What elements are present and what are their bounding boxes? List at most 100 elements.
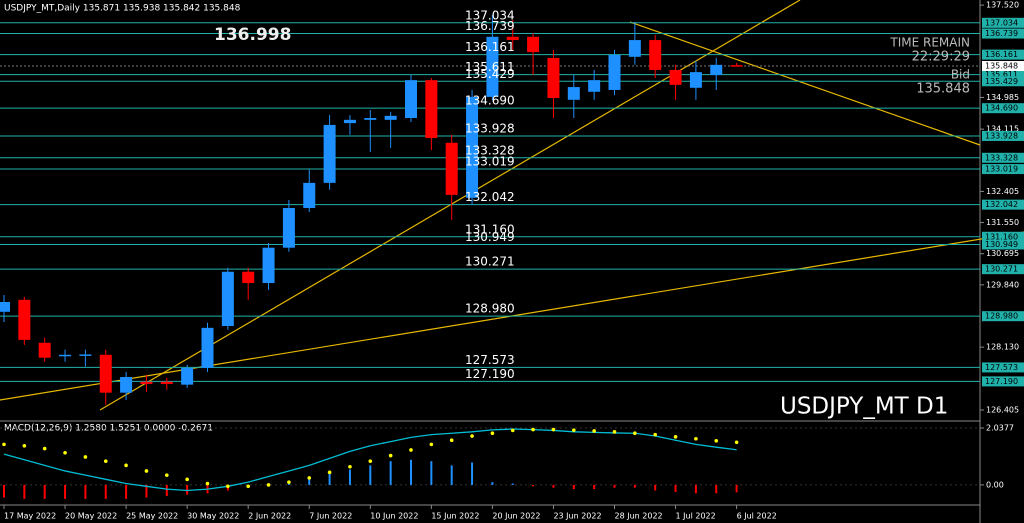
- macd-signal-dot: [165, 473, 169, 477]
- level-axis-label: 128.980: [985, 312, 1018, 321]
- level-label: 133.019: [465, 155, 515, 169]
- macd-signal-dot: [592, 429, 596, 433]
- x-tick-label: 20 Jun 2022: [492, 512, 540, 521]
- candle-body: [242, 271, 255, 284]
- candle-body: [79, 354, 92, 356]
- macd-signal-dot: [124, 463, 128, 468]
- candle-body: [486, 36, 499, 97]
- x-tick-label: 20 May 2022: [65, 512, 117, 521]
- level-label: 135.611: [465, 60, 515, 74]
- level-label: 134.690: [465, 94, 515, 108]
- level-axis-label: 135.429: [985, 77, 1018, 86]
- level-label: 137.034: [465, 8, 515, 22]
- macd-signal-dot: [551, 427, 556, 432]
- candle-body: [628, 40, 641, 57]
- x-tick-label: 17 May 2022: [4, 512, 56, 521]
- macd-signal-dot: [22, 443, 27, 448]
- macd-signal-dot: [429, 442, 434, 447]
- level-axis-label: 127.190: [985, 377, 1018, 386]
- macd-signal-dot: [490, 431, 495, 436]
- level-axis-label: 132.042: [985, 200, 1018, 209]
- macd-signal-dot: [103, 459, 108, 463]
- time-value: 22:29:29: [912, 50, 970, 65]
- y-tick-label: 128.130: [986, 343, 1019, 352]
- level-axis-box: [982, 231, 1024, 242]
- level-axis-label: 133.928: [985, 131, 1018, 140]
- level-axis-box: [982, 164, 1024, 175]
- level-axis-box: [982, 264, 1024, 275]
- x-tick-label: 15 Jun 2022: [431, 512, 479, 521]
- bid-label: Bid: [951, 68, 970, 82]
- level-label: 131.160: [465, 222, 515, 236]
- level-axis-label: 137.034: [985, 18, 1018, 27]
- candle-body: [38, 342, 51, 358]
- x-tick-label: 28 Jun 2022: [615, 512, 663, 521]
- level-axis-box: [982, 17, 1024, 28]
- candle-body: [181, 367, 194, 385]
- macd-signal-dot: [2, 442, 6, 447]
- candle-body: [527, 36, 540, 53]
- level-label: 128.980: [465, 302, 515, 316]
- level-label: 136.161: [465, 40, 515, 54]
- x-tick-label: 6 Jul 2022: [737, 512, 777, 521]
- bid-axis-label: 135.848: [985, 62, 1018, 71]
- candle-body: [588, 80, 601, 92]
- level-axis-box: [982, 239, 1024, 250]
- macd-signal-dot: [694, 437, 698, 441]
- candle-body: [140, 381, 153, 384]
- macd-signal-dot: [612, 430, 617, 434]
- macd-signal-dot: [307, 476, 312, 480]
- level-axis-label: 130.949: [985, 240, 1018, 249]
- macd-signal-dot: [449, 438, 454, 443]
- macd-signal-dot: [348, 464, 352, 469]
- macd-signal-dot: [42, 446, 47, 451]
- level-axis-box: [982, 49, 1024, 60]
- candle-body: [649, 40, 662, 70]
- level-axis-label: 136.739: [985, 29, 1018, 38]
- level-axis-label: 131.160: [985, 232, 1018, 241]
- level-label: 130.271: [465, 255, 515, 269]
- time-label: TIME REMAIN: [889, 36, 970, 50]
- level-label: 133.928: [465, 121, 515, 135]
- level-label: 136.739: [465, 19, 515, 33]
- level-axis-box: [982, 362, 1024, 373]
- macd-signal-dot: [368, 459, 373, 463]
- macd-signal-dot: [409, 448, 413, 452]
- level-label: 127.573: [465, 353, 515, 367]
- macd-signal-dot: [287, 480, 291, 484]
- candle-body: [201, 327, 214, 368]
- candle-body: [364, 118, 377, 120]
- bid-value: 135.848: [916, 82, 970, 97]
- y-tick-label: 131.550: [986, 218, 1019, 227]
- x-tick-label: 30 May 2022: [187, 512, 239, 521]
- chart-header: USDJPY_MT,Daily 135.871 135.938 135.842 …: [4, 4, 241, 14]
- macd-signal-dot: [83, 455, 88, 459]
- candle-body: [730, 65, 743, 67]
- macd-signal-dot: [185, 477, 189, 482]
- candle-body: [425, 80, 438, 139]
- candle-body: [99, 354, 112, 393]
- macd-signal-dot: [266, 483, 271, 487]
- macd-y-tick-label: 0.00: [986, 480, 1004, 489]
- trend-line: [629, 21, 981, 146]
- level-axis-label: 134.690: [985, 104, 1018, 113]
- level-label: 127.190: [465, 367, 515, 381]
- level-axis-box: [982, 199, 1024, 210]
- candle-body: [343, 119, 356, 124]
- big-price: 136.998: [214, 25, 291, 45]
- macd-signal-dot: [327, 470, 332, 475]
- level-label: 130.949: [465, 230, 515, 244]
- level-axis-box: [982, 76, 1024, 87]
- level-axis-box: [982, 130, 1024, 141]
- y-tick-label: 126.405: [986, 405, 1019, 414]
- x-tick-label: 2 Jun 2022: [248, 512, 291, 521]
- candle-body: [669, 69, 682, 85]
- candle-body: [567, 87, 580, 100]
- macd-label: MACD(12,26,9) 1.2580 1.5251 0.0000 -0.26…: [4, 424, 213, 434]
- level-label: 132.042: [465, 190, 515, 204]
- candle-body: [303, 182, 316, 208]
- macd-signal-dot: [226, 484, 230, 489]
- level-axis-box: [982, 69, 1024, 80]
- level-label: 135.429: [465, 67, 515, 81]
